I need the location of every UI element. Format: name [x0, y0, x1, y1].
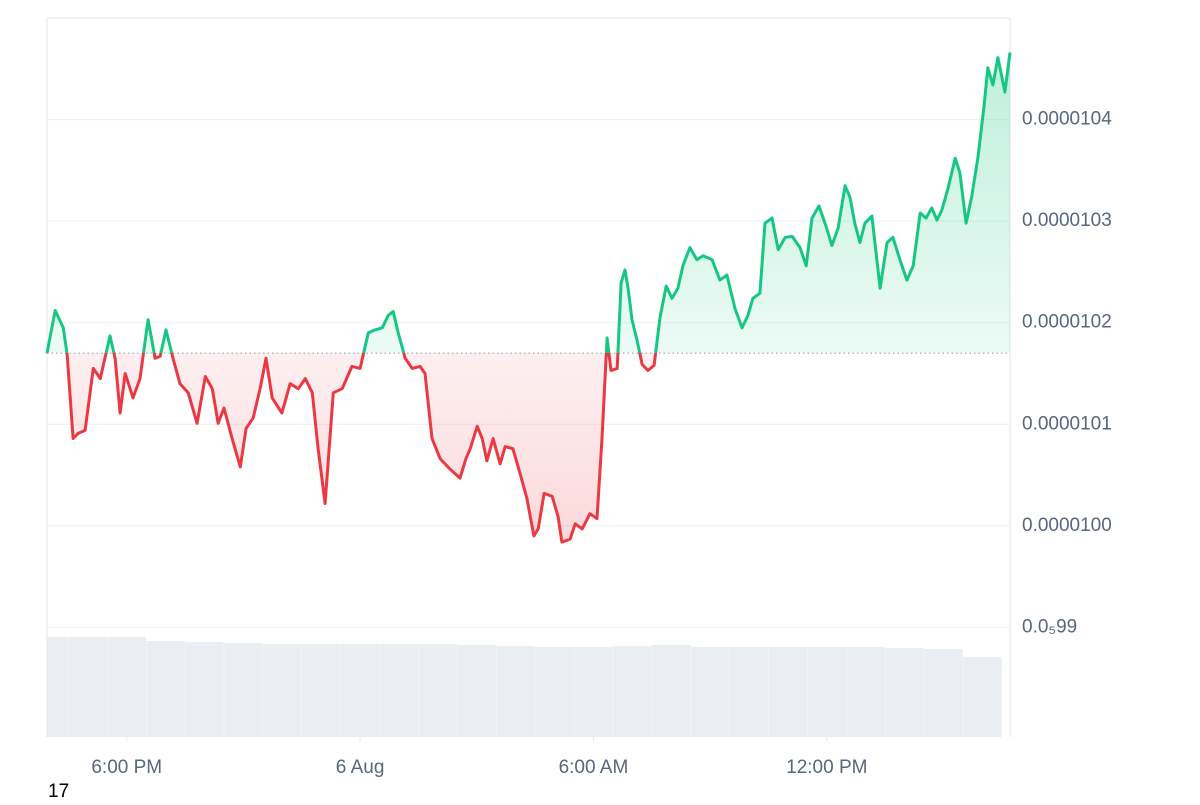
- volume-bar: [574, 647, 613, 737]
- volume-bar: [807, 647, 847, 737]
- volume-bar: [146, 641, 185, 737]
- volume-bar: [924, 649, 963, 737]
- x-tick-label: 12:00 PM: [786, 757, 867, 778]
- volume-bar: [496, 646, 535, 737]
- plot-layer: [45, 52, 1012, 544]
- volume-bar: [107, 637, 146, 737]
- volume-bar: [651, 645, 691, 737]
- volume-layer: [47, 637, 1002, 737]
- x-tick-label: 6:00 AM: [559, 757, 629, 778]
- price-line: [45, 52, 1012, 544]
- volume-bar: [340, 644, 380, 737]
- y-tick-label: 0.0000102: [1022, 312, 1112, 333]
- volume-bar: [885, 648, 924, 737]
- volume-bar: [68, 637, 108, 737]
- corner-label: 17: [48, 781, 69, 800]
- y-tick-label: 0.0000100: [1022, 515, 1112, 536]
- price-area: [47, 52, 1010, 543]
- volume-bar: [768, 647, 808, 737]
- volume-bar: [379, 644, 419, 737]
- volume-bar: [418, 644, 458, 737]
- volume-bar: [729, 647, 769, 737]
- volume-bar: [185, 642, 224, 737]
- volume-bar: [535, 647, 574, 737]
- y-tick-label: 0.0000101: [1022, 413, 1112, 434]
- volume-bar: [224, 643, 263, 737]
- y-tick-label: 0.0₅99: [1022, 616, 1077, 637]
- volume-bar: [301, 644, 341, 737]
- volume-bar: [690, 647, 730, 737]
- volume-bar: [846, 647, 885, 737]
- x-tick-label: 6 Aug: [336, 757, 385, 778]
- volume-bar: [457, 645, 497, 737]
- y-tick-label: 0.0000104: [1022, 109, 1112, 130]
- volume-bar: [263, 644, 302, 737]
- volume-bar: [963, 657, 1002, 737]
- y-tick-label: 0.0000103: [1022, 210, 1112, 231]
- x-tick-label: 6:00 PM: [91, 757, 162, 778]
- volume-bar: [613, 646, 652, 737]
- volume-bar: [47, 637, 69, 737]
